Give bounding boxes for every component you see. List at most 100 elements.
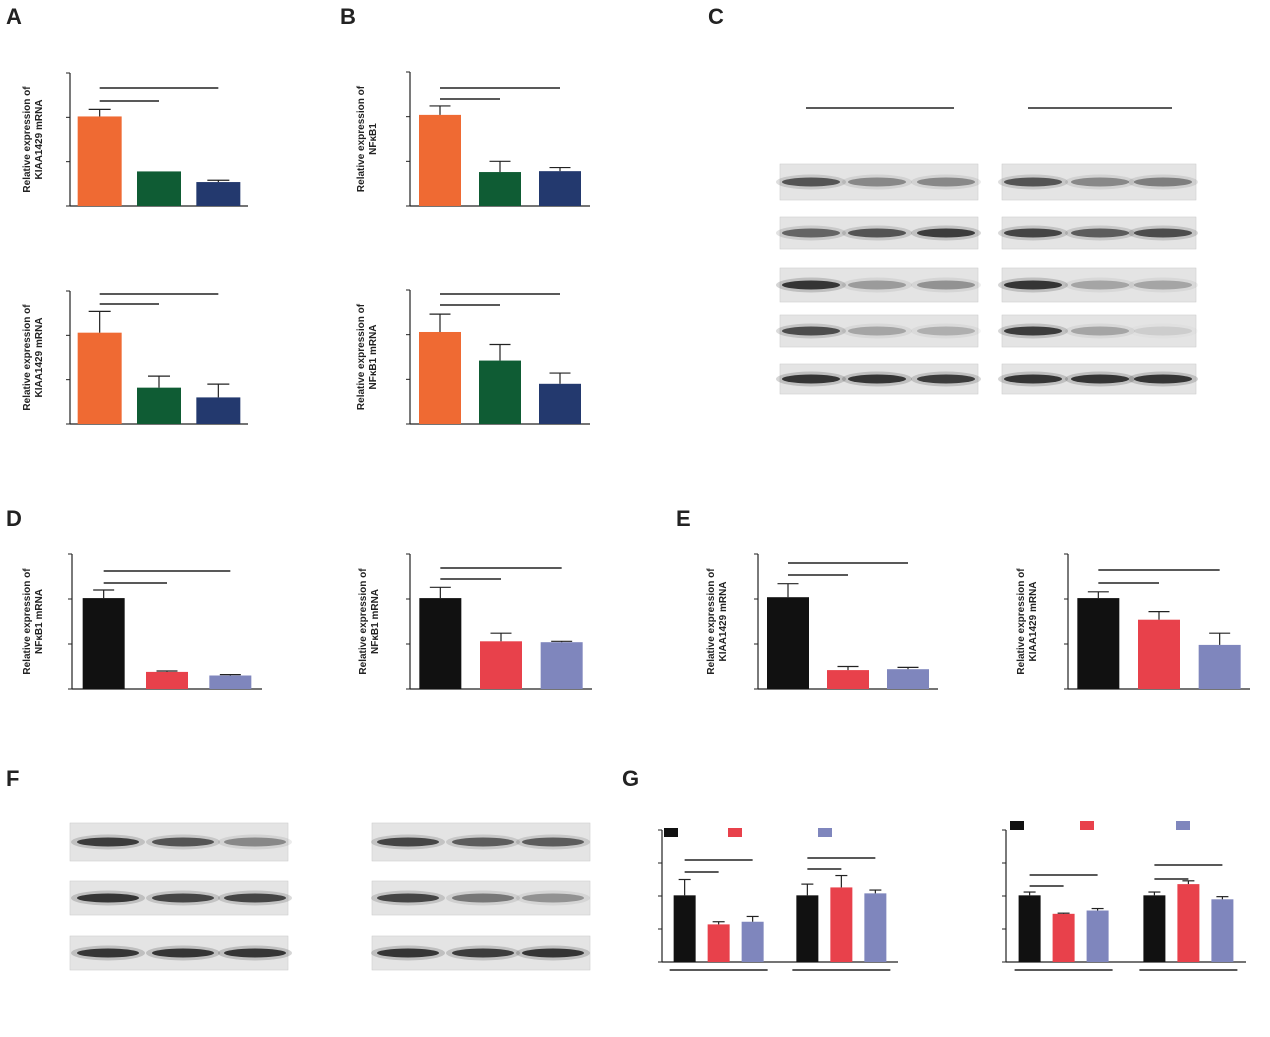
blot-band [917,326,975,336]
blot-band-halo [998,277,1068,293]
blot-band [782,326,840,336]
blot-band-halo [842,277,912,293]
blot-band [848,228,906,238]
y-axis-label: Relative expression ofKIAA1429 mRNA [1016,568,1039,675]
y-axis-label: Relative expression ofNFκB1 [356,85,379,192]
chart-a2: Relative expression ofKIAA1429 mRNA [22,290,248,425]
y-axis-label: Relative expression ofNFκB1 mRNA [356,303,379,410]
bar-4 [196,397,241,424]
blot-band [152,837,214,847]
blot-band-halo [218,834,292,850]
y-axis-label: Relative expression ofKIAA1429 mRNA [22,304,45,411]
blot-band-halo [1128,225,1198,241]
blot-band [1071,326,1129,336]
blot-panel-c [776,107,1198,395]
bar-0 [77,332,122,424]
bar-MUT-siCtrl [1143,895,1166,962]
blot-band [1071,177,1129,187]
blot-band [77,837,139,847]
bar-2 [137,387,181,424]
y-axis-label: Relative expression ofKIAA1429 mRNA [22,86,45,193]
chart-d2: Relative expression ofNFκB1 mRNA [358,553,592,690]
blot-band [1134,228,1192,238]
chart-b1: Relative expression ofNFκB1 [356,71,590,207]
blot-band-halo [911,371,981,387]
panel-label-e: E [676,506,691,531]
blot-band [452,893,514,903]
blot-band-halo [776,323,846,339]
blot-band-halo [1065,174,1135,190]
chart-e1: Relative expression ofKIAA1429 mRNA [706,553,938,690]
blot-band-halo [516,945,590,961]
western-blots [69,107,1198,971]
blot-band [77,948,139,958]
blot-band-halo [998,371,1068,387]
bar-siNFκB1#1 [480,641,522,689]
y-axis-label-line: KIAA1429 mRNA [718,581,729,661]
blot-band [1134,177,1192,187]
panel-label-g: G [622,766,639,791]
blot-band [848,374,906,384]
legend-swatch [1010,821,1024,830]
y-axis-label: Relative expression ofNFκB1 mRNA [22,568,45,675]
blot-band [917,280,975,290]
blot-band [522,948,584,958]
blot-band [1004,177,1062,187]
blot-band [1004,374,1062,384]
bar-0 [419,114,461,206]
bar-charts: Relative expression ofKIAA1429 mRNARelat… [22,71,1250,971]
blot-band-halo [1128,174,1198,190]
blot-band-halo [146,890,220,906]
panel-label-f: F [6,766,19,791]
blot-band-halo [71,945,145,961]
blot-band-halo [911,277,981,293]
blot-band [782,374,840,384]
bar-siNFκB1#2 [887,669,929,689]
y-axis-label-line: Relative expression of [706,568,717,675]
bar-2 [479,172,521,206]
blot-band-halo [998,323,1068,339]
blot-band-halo [776,225,846,241]
blot-band-halo [71,890,145,906]
blot-band-halo [218,945,292,961]
bar-siCtrl [82,598,125,689]
legend-swatch [664,828,678,837]
bar-4 [196,182,241,206]
blot-band-halo [776,174,846,190]
y-axis-label-line: Relative expression of [356,85,367,192]
blot-band [224,893,286,903]
bar-WT-siNFκB1#1 [707,924,730,962]
chart-b2: Relative expression ofNFκB1 mRNA [356,289,590,425]
blot-band-halo [1065,323,1135,339]
blot-band [1071,228,1129,238]
chart-g1 [658,828,898,971]
blot-band [782,177,840,187]
blot-band [452,837,514,847]
bar-0 [419,331,461,424]
blot-band [152,893,214,903]
bar-WT-siNFκB1#2 [1086,910,1109,962]
y-axis-label-line: NFκB1 [368,123,379,155]
y-axis-label-line: KIAA1429 mRNA [1028,581,1039,661]
bar-MUT-siNFκB1#1 [830,887,853,962]
blot-band [1071,280,1129,290]
blot-band [848,280,906,290]
bar-0 [77,116,122,206]
blot-band-halo [446,890,520,906]
panel-label-b: B [340,4,356,29]
blot-band [1004,280,1062,290]
blot-band [224,837,286,847]
bar-siNFκB1#1 [827,670,869,689]
blot-band-halo [446,834,520,850]
blot-panel-f [69,822,591,971]
bar-WT-siCtrl [673,895,696,962]
bar-siNFκB1#2 [1198,644,1241,689]
blot-band-halo [911,225,981,241]
blot-band-halo [371,890,445,906]
bar-siNFκB1#1 [1138,619,1180,689]
bar-WT-siCtrl [1018,895,1041,962]
blot-band [152,948,214,958]
blot-band [1071,374,1129,384]
blot-band [1134,280,1192,290]
